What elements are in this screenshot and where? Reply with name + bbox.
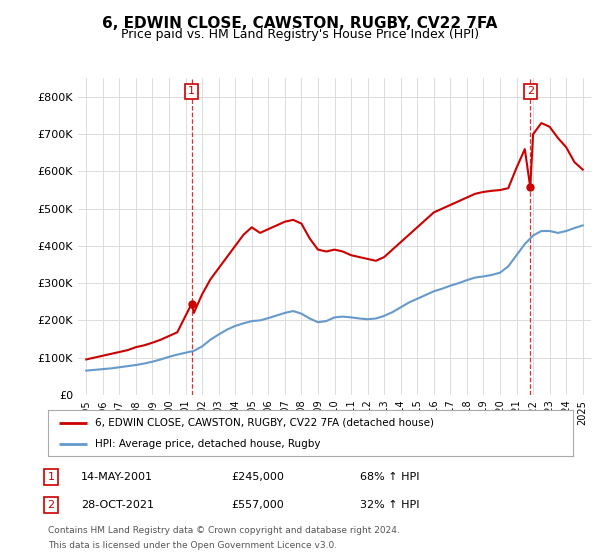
Text: HPI: Average price, detached house, Rugby: HPI: Average price, detached house, Rugb… [95,439,321,449]
Text: 1: 1 [188,86,195,96]
Text: 6, EDWIN CLOSE, CAWSTON, RUGBY, CV22 7FA: 6, EDWIN CLOSE, CAWSTON, RUGBY, CV22 7FA [103,16,497,31]
Text: 6, EDWIN CLOSE, CAWSTON, RUGBY, CV22 7FA (detached house): 6, EDWIN CLOSE, CAWSTON, RUGBY, CV22 7FA… [95,418,434,428]
Text: 68% ↑ HPI: 68% ↑ HPI [360,472,419,482]
Text: 14-MAY-2001: 14-MAY-2001 [81,472,153,482]
Text: £245,000: £245,000 [231,472,284,482]
Text: 28-OCT-2021: 28-OCT-2021 [81,500,154,510]
Text: Price paid vs. HM Land Registry's House Price Index (HPI): Price paid vs. HM Land Registry's House … [121,28,479,41]
Text: 1: 1 [47,472,55,482]
Text: 2: 2 [47,500,55,510]
Text: 32% ↑ HPI: 32% ↑ HPI [360,500,419,510]
Text: Contains HM Land Registry data © Crown copyright and database right 2024.: Contains HM Land Registry data © Crown c… [48,526,400,535]
Text: £557,000: £557,000 [231,500,284,510]
Text: This data is licensed under the Open Government Licence v3.0.: This data is licensed under the Open Gov… [48,542,337,550]
Text: 2: 2 [527,86,534,96]
